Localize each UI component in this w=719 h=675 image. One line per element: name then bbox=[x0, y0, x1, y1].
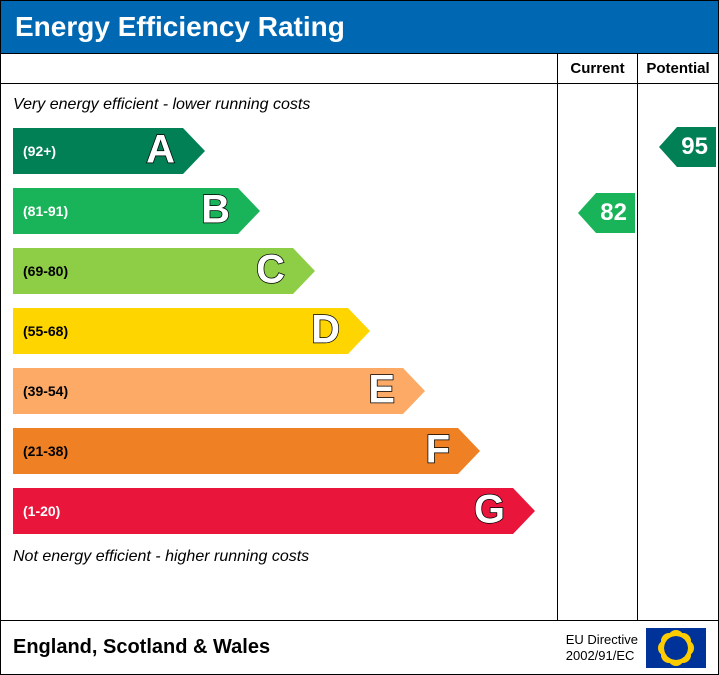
band-range-a: (92+) bbox=[13, 143, 56, 159]
band-row-a: (92+) A bbox=[13, 124, 557, 178]
band-letter-c: C bbox=[256, 248, 285, 293]
band-bar-e: (39-54) E bbox=[13, 368, 403, 414]
band-row-d: (55-68) D bbox=[13, 304, 557, 358]
band-range-b: (81-91) bbox=[13, 203, 68, 219]
band-bar-c: (69-80) C bbox=[13, 248, 293, 294]
potential-pointer: 95 bbox=[677, 127, 716, 167]
chart-grid: Very energy efficient - lower running co… bbox=[1, 53, 718, 620]
band-range-e: (39-54) bbox=[13, 383, 68, 399]
current-header: Current bbox=[558, 54, 637, 84]
current-value: 82 bbox=[600, 199, 627, 227]
chart-footer: England, Scotland & Wales EU Directive 2… bbox=[1, 620, 718, 674]
band-letter-b: B bbox=[201, 188, 230, 233]
bottom-efficiency-note: Not energy efficient - higher running co… bbox=[1, 544, 557, 570]
band-letter-f: F bbox=[426, 428, 450, 473]
potential-column: Potential 95 bbox=[638, 54, 718, 620]
band-row-e: (39-54) E bbox=[13, 364, 557, 418]
band-bar-d: (55-68) D bbox=[13, 308, 348, 354]
current-pointer: 82 bbox=[596, 193, 635, 233]
band-range-c: (69-80) bbox=[13, 263, 68, 279]
band-bar-b: (81-91) B bbox=[13, 188, 238, 234]
potential-header: Potential bbox=[638, 54, 718, 84]
band-letter-e: E bbox=[368, 368, 395, 413]
band-range-f: (21-38) bbox=[13, 443, 68, 459]
band-bar-f: (21-38) F bbox=[13, 428, 458, 474]
bands-column: Very energy efficient - lower running co… bbox=[1, 54, 558, 620]
eu-flag-icon bbox=[646, 628, 706, 668]
epc-chart: Energy Efficiency Rating Very energy eff… bbox=[0, 0, 719, 675]
band-range-d: (55-68) bbox=[13, 323, 68, 339]
band-row-c: (69-80) C bbox=[13, 244, 557, 298]
current-column: Current 82 bbox=[558, 54, 638, 620]
band-letter-g: G bbox=[474, 488, 505, 533]
band-letter-d: D bbox=[311, 308, 340, 353]
potential-value: 95 bbox=[681, 133, 708, 161]
eu-directive-line2: 2002/91/EC bbox=[566, 648, 635, 663]
bands-area: Very energy efficient - lower running co… bbox=[1, 84, 557, 578]
band-bar-g: (1-20) G bbox=[13, 488, 513, 534]
band-letter-a: A bbox=[146, 128, 175, 173]
eu-directive-label: EU Directive 2002/91/EC bbox=[566, 632, 638, 663]
band-row-f: (21-38) F bbox=[13, 424, 557, 478]
footer-right: EU Directive 2002/91/EC bbox=[566, 628, 706, 668]
band-range-g: (1-20) bbox=[13, 503, 60, 519]
chart-title: Energy Efficiency Rating bbox=[1, 1, 718, 53]
band-row-b: (81-91) B bbox=[13, 184, 557, 238]
band-bar-a: (92+) A bbox=[13, 128, 183, 174]
band-row-g: (1-20) G bbox=[13, 484, 557, 538]
region-label: England, Scotland & Wales bbox=[13, 636, 270, 659]
eu-directive-line1: EU Directive bbox=[566, 632, 638, 647]
bands-header-blank bbox=[1, 54, 557, 84]
top-efficiency-note: Very energy efficient - lower running co… bbox=[1, 92, 557, 118]
